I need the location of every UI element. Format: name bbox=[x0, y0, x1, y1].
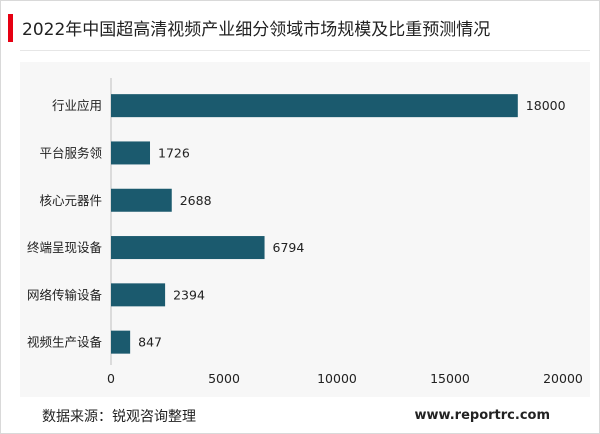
category-label-6: 视频生产设备 bbox=[27, 335, 103, 350]
category-label-3: 核心元器件 bbox=[39, 193, 102, 208]
bar-1 bbox=[111, 94, 518, 118]
title-divider bbox=[20, 50, 590, 51]
bar-2 bbox=[111, 141, 151, 165]
category-label-5: 网络传输设备 bbox=[27, 287, 103, 302]
data-label-5: 2394 bbox=[173, 287, 205, 302]
data-label-1: 18000 bbox=[526, 98, 566, 113]
bar-5 bbox=[111, 283, 166, 307]
x-tick-label-1: 0 bbox=[107, 371, 115, 386]
x-tick-label-3: 10000 bbox=[317, 371, 357, 386]
data-label-6: 847 bbox=[138, 335, 162, 350]
website-url: www.reportrc.com bbox=[414, 408, 550, 423]
bar-6 bbox=[111, 330, 131, 354]
bar-4 bbox=[111, 236, 265, 260]
chart-title: 2022年中国超高清视频产业细分领域市场规模及比重预测情况 bbox=[22, 20, 491, 40]
x-tick-label-5: 20000 bbox=[543, 371, 583, 386]
data-label-4: 6794 bbox=[273, 240, 305, 255]
x-tick-label-4: 15000 bbox=[430, 371, 470, 386]
title-accent-bar bbox=[8, 14, 13, 42]
bar-3 bbox=[111, 188, 172, 212]
category-label-4: 终端呈现设备 bbox=[27, 240, 103, 255]
category-label-2: 平台服务领 bbox=[39, 145, 102, 160]
category-label-1: 行业应用 bbox=[52, 98, 102, 113]
data-label-2: 1726 bbox=[158, 145, 190, 160]
x-tick-label-2: 5000 bbox=[208, 371, 240, 386]
data-label-3: 2688 bbox=[180, 193, 212, 208]
data-source: 数据来源：锐观咨询整理 bbox=[42, 409, 196, 425]
